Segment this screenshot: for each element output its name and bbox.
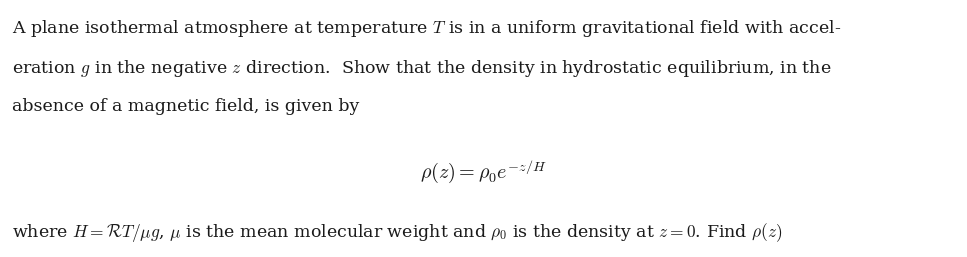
Text: A plane isothermal atmosphere at temperature $T$ is in a uniform gravitational f: A plane isothermal atmosphere at tempera…: [12, 18, 840, 39]
Text: eration $g$ in the negative $z$ direction.  Show that the density in hydrostatic: eration $g$ in the negative $z$ directio…: [12, 58, 831, 79]
Text: $\rho(z) = \rho_0 e^{-z/H}$: $\rho(z) = \rho_0 e^{-z/H}$: [421, 159, 546, 186]
Text: where $H = \mathcal{R}T/\mu g$, $\mu$ is the mean molecular weight and $\rho_0$ : where $H = \mathcal{R}T/\mu g$, $\mu$ is…: [12, 221, 782, 244]
Text: absence of a magnetic field, is given by: absence of a magnetic field, is given by: [12, 98, 359, 115]
